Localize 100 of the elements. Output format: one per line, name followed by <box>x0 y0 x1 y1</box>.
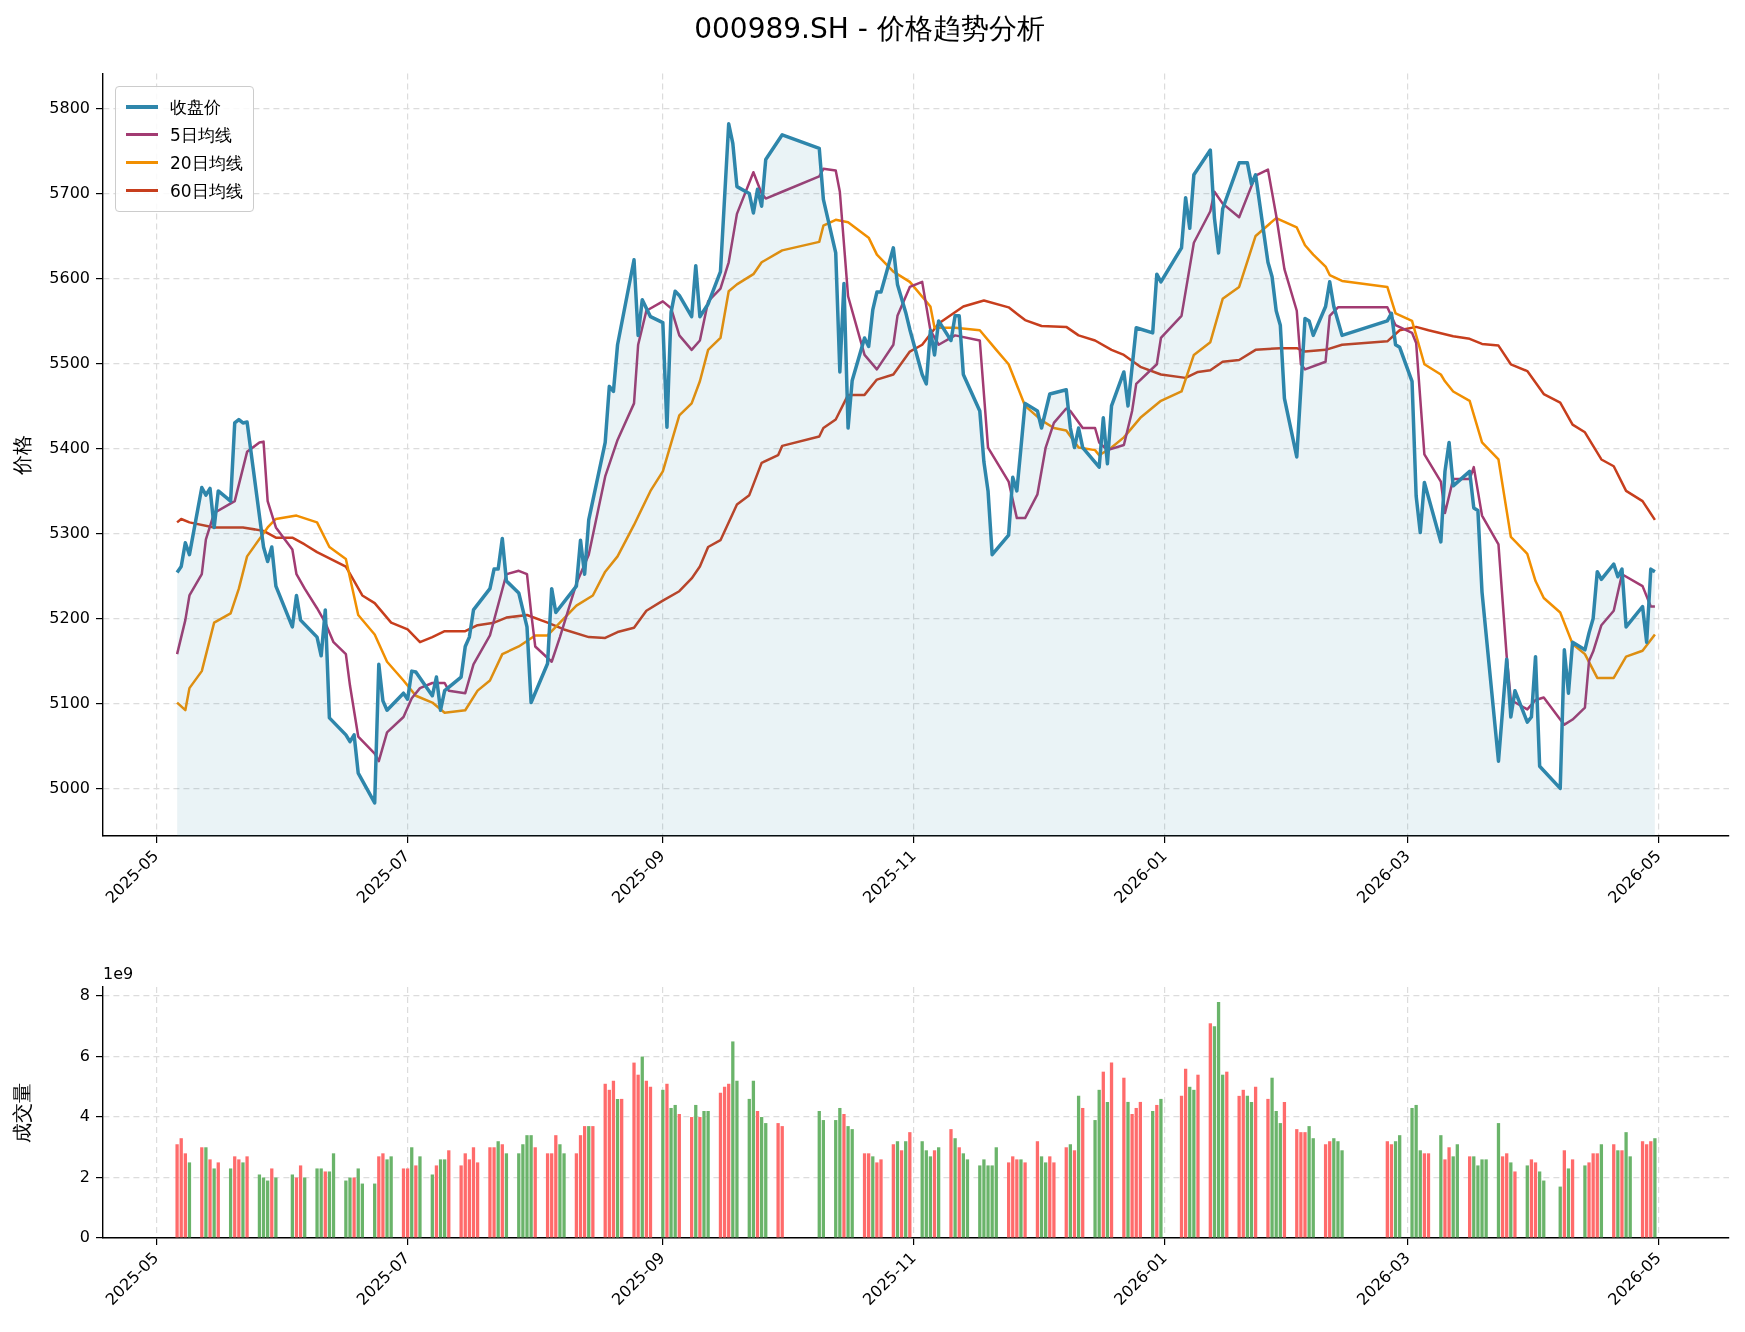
bar <box>759 1117 764 1238</box>
bar <box>385 1159 389 1238</box>
y-tick-label: 2 <box>79 1166 90 1186</box>
bar <box>1019 1159 1023 1238</box>
bar <box>315 1168 319 1238</box>
bar <box>1591 1153 1595 1238</box>
bar <box>1068 1144 1073 1238</box>
bar <box>344 1180 348 1238</box>
bar <box>1126 1101 1130 1238</box>
bar <box>1188 1086 1192 1238</box>
bar <box>673 1104 677 1238</box>
bar <box>319 1168 323 1238</box>
bar <box>348 1177 352 1238</box>
bar <box>961 1153 965 1238</box>
bar <box>405 1168 410 1238</box>
bar <box>1196 1074 1200 1238</box>
bar <box>352 1177 356 1238</box>
bar <box>690 1117 694 1238</box>
bar <box>1336 1141 1340 1238</box>
bar <box>1307 1126 1311 1238</box>
bar <box>179 1138 183 1238</box>
bar <box>554 1135 558 1238</box>
bar <box>373 1183 377 1238</box>
bar <box>867 1153 871 1238</box>
bar <box>1015 1159 1019 1238</box>
bar <box>665 1083 669 1238</box>
bar <box>1241 1089 1245 1238</box>
bar <box>1151 1110 1155 1238</box>
bar <box>982 1159 986 1238</box>
bar <box>620 1098 624 1238</box>
bar <box>1558 1186 1562 1238</box>
bar <box>204 1147 208 1238</box>
bar <box>1101 1071 1105 1238</box>
bar <box>780 1126 784 1238</box>
legend-label: 5日均线 <box>170 123 232 147</box>
bar <box>1105 1101 1110 1238</box>
y-tick-label: 8 <box>79 985 90 1005</box>
bar <box>891 1144 896 1238</box>
bar <box>842 1114 846 1238</box>
bar <box>908 1132 912 1238</box>
bar <box>410 1147 414 1238</box>
bar <box>1048 1156 1052 1238</box>
bar <box>850 1129 854 1238</box>
bar <box>582 1126 587 1238</box>
bar <box>216 1162 220 1238</box>
bar <box>1455 1144 1459 1238</box>
bar <box>1566 1168 1571 1238</box>
bar <box>871 1156 875 1238</box>
bar <box>443 1159 447 1238</box>
bar <box>644 1080 649 1238</box>
bar <box>1064 1147 1068 1238</box>
bar <box>1332 1138 1336 1238</box>
bar <box>1624 1132 1628 1238</box>
bar <box>381 1153 385 1238</box>
bar <box>237 1159 241 1238</box>
bar <box>722 1086 727 1238</box>
bar <box>430 1174 434 1238</box>
chart-title: 000989.SH - 价格趋势分析 <box>694 12 1045 46</box>
bar <box>1439 1135 1443 1238</box>
bar <box>1097 1089 1101 1238</box>
bar <box>1525 1165 1529 1238</box>
bar <box>525 1135 529 1238</box>
y-tick-label: 5600 <box>49 267 90 287</box>
bar <box>1076 1095 1081 1238</box>
y-tick-label: 5300 <box>49 522 90 542</box>
bar <box>245 1156 249 1238</box>
bar <box>1122 1077 1126 1238</box>
bar <box>1208 1023 1212 1238</box>
y-tick-label: 5000 <box>49 777 90 797</box>
bar <box>492 1147 496 1238</box>
bar <box>1513 1171 1517 1238</box>
bar <box>257 1174 262 1238</box>
bar <box>1159 1098 1163 1238</box>
bar <box>1500 1156 1505 1238</box>
bar <box>298 1165 303 1238</box>
bar <box>200 1147 204 1238</box>
bar <box>1468 1156 1472 1238</box>
y-tick-label: 0 <box>79 1227 90 1247</box>
bar <box>838 1107 842 1238</box>
bar <box>274 1177 278 1238</box>
bar <box>290 1174 294 1238</box>
bar <box>776 1123 780 1238</box>
bar <box>755 1110 760 1238</box>
bar <box>1253 1086 1258 1238</box>
bar <box>1447 1147 1451 1238</box>
bar <box>1323 1144 1328 1238</box>
bar <box>632 1062 636 1238</box>
text: 1e9 <box>103 964 134 984</box>
bar <box>434 1165 439 1238</box>
bar <box>879 1159 883 1238</box>
bar <box>208 1159 212 1238</box>
bar <box>187 1162 192 1238</box>
bar <box>496 1141 500 1238</box>
bar <box>323 1171 327 1238</box>
bar <box>846 1126 850 1238</box>
bar <box>500 1144 504 1238</box>
bar <box>1282 1101 1287 1238</box>
bar <box>529 1135 533 1238</box>
bar <box>603 1083 607 1238</box>
bar <box>228 1168 233 1238</box>
